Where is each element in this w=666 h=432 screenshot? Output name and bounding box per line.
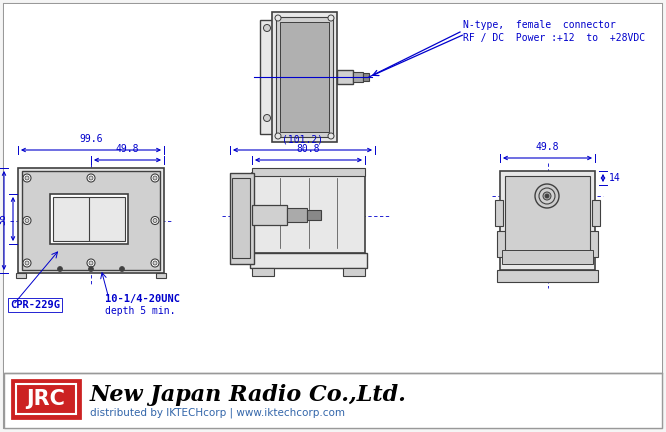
Text: 38: 38 bbox=[0, 213, 7, 225]
Bar bbox=[592, 200, 600, 226]
Text: (101.2): (101.2) bbox=[282, 134, 323, 144]
Text: New Japan Radio Co.,Ltd.: New Japan Radio Co.,Ltd. bbox=[90, 384, 407, 406]
Bar bbox=[252, 268, 274, 276]
Text: depth 5 min.: depth 5 min. bbox=[105, 306, 176, 316]
Bar bbox=[250, 253, 367, 268]
Bar bbox=[50, 194, 128, 244]
Text: CPR-229G: CPR-229G bbox=[10, 300, 60, 310]
Bar bbox=[4, 373, 662, 428]
Circle shape bbox=[275, 15, 281, 21]
Bar bbox=[276, 17, 333, 137]
Circle shape bbox=[151, 216, 159, 225]
Text: 99.6: 99.6 bbox=[79, 134, 103, 144]
Bar bbox=[16, 384, 76, 414]
Circle shape bbox=[275, 133, 281, 139]
Circle shape bbox=[23, 174, 31, 182]
Bar bbox=[307, 210, 321, 220]
Text: distributed by IKTECHcorp | www.iktechcorp.com: distributed by IKTECHcorp | www.iktechco… bbox=[90, 408, 345, 418]
Circle shape bbox=[264, 114, 270, 121]
Circle shape bbox=[264, 25, 270, 32]
Text: 80.8: 80.8 bbox=[297, 144, 320, 154]
Circle shape bbox=[119, 267, 125, 271]
Circle shape bbox=[539, 188, 555, 204]
Circle shape bbox=[87, 259, 95, 267]
Text: N-type,  female  connector: N-type, female connector bbox=[463, 20, 616, 30]
Circle shape bbox=[328, 15, 334, 21]
Text: 10-1/4-20UNC: 10-1/4-20UNC bbox=[105, 294, 180, 304]
Bar bbox=[252, 168, 365, 176]
Circle shape bbox=[543, 192, 551, 200]
Bar bbox=[343, 268, 365, 276]
Bar bbox=[4, 4, 662, 373]
Bar bbox=[12, 380, 80, 418]
Text: 14: 14 bbox=[609, 173, 621, 183]
Circle shape bbox=[23, 259, 31, 267]
Text: RF / DC  Power :+12  to  +28VDC: RF / DC Power :+12 to +28VDC bbox=[463, 33, 645, 43]
Text: JRC: JRC bbox=[27, 389, 65, 409]
Bar bbox=[272, 12, 337, 142]
Circle shape bbox=[545, 194, 549, 198]
Bar bbox=[18, 168, 164, 273]
Bar bbox=[230, 173, 254, 264]
Circle shape bbox=[153, 219, 157, 222]
Text: 49.8: 49.8 bbox=[116, 144, 139, 154]
Bar bbox=[53, 197, 125, 241]
Bar bbox=[495, 200, 503, 226]
Circle shape bbox=[87, 174, 95, 182]
Bar bbox=[232, 178, 250, 258]
Bar bbox=[16, 273, 26, 278]
Circle shape bbox=[535, 184, 559, 208]
Bar bbox=[497, 231, 598, 257]
Bar bbox=[156, 273, 166, 278]
Bar bbox=[252, 205, 287, 225]
Circle shape bbox=[89, 261, 93, 265]
Circle shape bbox=[25, 261, 29, 265]
Bar bbox=[260, 20, 274, 134]
Circle shape bbox=[89, 267, 93, 271]
Circle shape bbox=[25, 176, 29, 180]
Bar bbox=[505, 176, 590, 261]
Text: 49.8: 49.8 bbox=[535, 142, 559, 152]
Bar bbox=[353, 72, 363, 82]
Bar bbox=[500, 171, 595, 270]
Bar bbox=[22, 171, 160, 270]
Circle shape bbox=[57, 267, 63, 271]
Circle shape bbox=[328, 133, 334, 139]
Circle shape bbox=[25, 219, 29, 222]
Bar bbox=[337, 70, 353, 84]
Bar bbox=[280, 22, 329, 132]
Bar bbox=[502, 250, 593, 264]
Circle shape bbox=[89, 176, 93, 180]
Circle shape bbox=[151, 174, 159, 182]
Circle shape bbox=[151, 259, 159, 267]
Bar bbox=[287, 208, 307, 222]
Bar bbox=[363, 73, 369, 81]
Circle shape bbox=[23, 216, 31, 225]
Bar bbox=[252, 173, 365, 253]
Circle shape bbox=[153, 261, 157, 265]
Circle shape bbox=[153, 176, 157, 180]
Bar bbox=[497, 270, 598, 282]
